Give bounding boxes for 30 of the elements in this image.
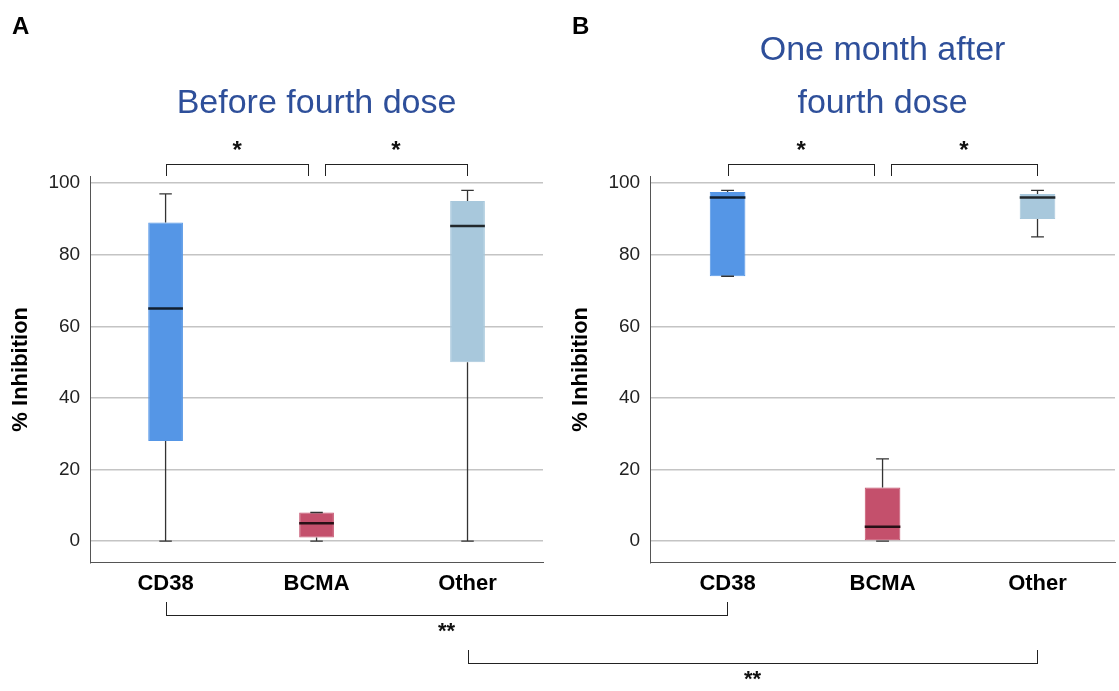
y-tick-label: 80	[618, 242, 641, 264]
y-tick-label: 100	[48, 171, 81, 193]
y-tick-label: 40	[58, 386, 81, 408]
chart-title: One month after fourth dose	[758, 28, 1007, 122]
y-tick-label: 100	[608, 171, 641, 193]
y-tick-label: 80	[58, 242, 81, 264]
text: **	[742, 666, 763, 691]
x-tick-label: BCMA	[849, 569, 916, 595]
y-tick-label: 20	[58, 457, 81, 479]
y-axis-title: % Inhibition	[7, 306, 33, 432]
text: **	[437, 618, 457, 643]
x-tick-label: CD38	[137, 569, 194, 595]
y-tick-label: 60	[58, 314, 81, 336]
x-tick-label: Other	[1008, 569, 1068, 595]
text: *	[795, 136, 807, 163]
text: A	[12, 12, 30, 40]
x-tick-label: BCMA	[283, 569, 350, 595]
text: *	[231, 136, 243, 163]
x-tick-label: CD38	[699, 569, 756, 595]
text: *	[958, 136, 970, 163]
y-tick-label: 0	[629, 529, 641, 551]
y-tick-label: 20	[618, 457, 641, 479]
chart-title: Before fourth dose	[175, 81, 458, 122]
text: *	[390, 136, 402, 163]
y-tick-label: 40	[618, 386, 641, 408]
x-tick-label: Other	[438, 569, 498, 595]
text: B	[572, 12, 590, 40]
y-axis-title: % Inhibition	[567, 306, 593, 432]
y-tick-label: 0	[69, 529, 81, 551]
y-tick-label: 60	[618, 314, 641, 336]
